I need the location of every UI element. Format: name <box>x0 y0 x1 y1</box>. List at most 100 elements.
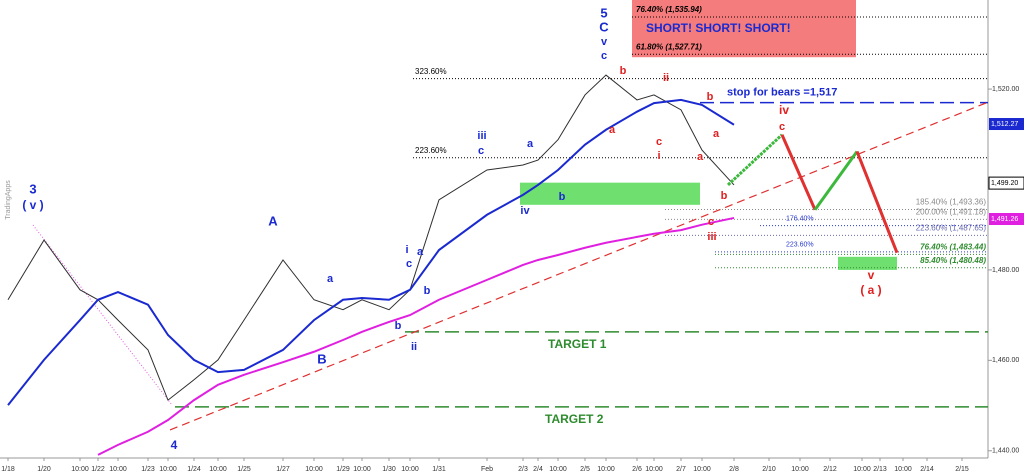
x-tick-label: 1/20 <box>37 466 51 473</box>
wave-label: b <box>424 285 431 297</box>
price-tag-label: 1,491.26 <box>991 216 1018 223</box>
x-tick-label: 10:00 <box>305 466 323 473</box>
series-line <box>7 74 735 401</box>
y-tick-label: 1,440.00 <box>992 448 1019 455</box>
wave-label: ii <box>411 341 417 353</box>
x-tick-label: 2/10 <box>762 466 776 473</box>
wave-label: a <box>327 273 334 285</box>
wave-label: iii <box>707 231 716 243</box>
fib-level-label: 76.40% (1,483.44) <box>920 242 986 251</box>
series-line <box>7 98 735 406</box>
wave-label: 4 <box>171 438 178 452</box>
projection-segment <box>855 150 899 254</box>
x-tick-label: 10:00 <box>853 466 871 473</box>
fib-level-label: 223.60% <box>786 242 814 249</box>
wave-label: A <box>268 213 278 228</box>
wave-label: i <box>405 244 408 256</box>
x-tick-label: 2/4 <box>533 466 543 473</box>
fib-level-label: 200.00% (1,491.18) <box>916 207 987 216</box>
wave-label: b <box>620 65 627 77</box>
x-tick-label: 2/3 <box>518 466 528 473</box>
short-box-text: SHORT! SHORT! SHORT! <box>646 21 791 35</box>
short-box <box>632 0 856 58</box>
fib-level-label: 76.40% (1,535.94) <box>636 5 702 14</box>
fib-level-label: 85.40% (1,480.48) <box>920 256 986 265</box>
level-label: TARGET 2 <box>545 412 604 426</box>
y-tick-label: 1,460.00 <box>992 357 1019 364</box>
price-tag-label: 1,499.20 <box>991 180 1018 187</box>
wave-label: 5 <box>600 5 607 20</box>
x-tick-label: 1/22 <box>91 466 105 473</box>
x-tick-label: 10:00 <box>401 466 419 473</box>
x-tick-label: 2/6 <box>632 466 642 473</box>
x-tick-label: Feb <box>481 466 493 473</box>
x-tick-label: 2/12 <box>823 466 837 473</box>
fib-level-label: 223.60% <box>415 146 447 155</box>
fib-level-label: 223.60% (1,487.65) <box>916 223 987 232</box>
price-tag-label: 1,512.27 <box>991 121 1018 128</box>
x-tick-label: 1/25 <box>237 466 251 473</box>
wave-label: ( a ) <box>860 283 881 297</box>
x-tick-label: 1/31 <box>432 466 446 473</box>
fib-level-label: 185.40% (1,493.36) <box>916 198 987 207</box>
x-tick-label: 1/23 <box>141 466 155 473</box>
wave-label: iii <box>477 130 486 142</box>
wave-label: a <box>417 246 424 258</box>
projection-segment <box>780 134 817 211</box>
fib-level-label: 176.40% <box>786 215 814 222</box>
y-tick-label: 1,520.00 <box>992 86 1019 93</box>
wave-label: v <box>868 268 875 282</box>
x-tick-label: 10:00 <box>894 466 912 473</box>
x-tick-label: 2/15 <box>955 466 969 473</box>
target-zone <box>520 182 700 205</box>
wave-label: a <box>713 128 720 140</box>
fib-level-label: 61.80% (1,527.71) <box>636 42 702 51</box>
x-tick-label: 2/14 <box>920 466 934 473</box>
x-tick-label: 1/18 <box>1 466 15 473</box>
x-tick-label: 10:00 <box>109 466 127 473</box>
price-tag <box>989 118 1024 131</box>
x-tick-label: 1/29 <box>336 466 350 473</box>
wave-label: C <box>599 19 609 34</box>
y-tick-label: 1,480.00 <box>992 267 1019 274</box>
x-tick-label: 1/27 <box>276 466 290 473</box>
wave-label: iv <box>520 205 530 217</box>
wave-label: a <box>527 138 534 150</box>
wave-label: c <box>601 50 607 62</box>
wave-label: b <box>395 320 402 332</box>
wave-label: B <box>317 351 326 366</box>
projection-segment <box>813 150 859 211</box>
x-tick-label: 1/24 <box>187 466 201 473</box>
wave-label: c <box>656 136 662 148</box>
x-tick-label: 10:00 <box>549 466 567 473</box>
wave-label: a <box>697 151 704 163</box>
wave-label: ( v ) <box>22 198 43 212</box>
level-label: stop for bears =1,517 <box>727 87 837 99</box>
wave-label: iv <box>779 103 789 117</box>
projection-segment <box>726 133 784 187</box>
x-tick-label: 10:00 <box>159 466 177 473</box>
wave-label: a <box>609 124 616 136</box>
x-tick-label: 10:00 <box>597 466 615 473</box>
level-label: TARGET 1 <box>548 337 607 351</box>
x-tick-label: 2/5 <box>580 466 590 473</box>
wave-label: b <box>707 91 714 103</box>
x-tick-label: 10:00 <box>693 466 711 473</box>
x-tick-label: 10:00 <box>353 466 371 473</box>
price-tag <box>988 176 1024 190</box>
wave-label: c <box>708 216 714 228</box>
wave-label: c <box>406 258 412 270</box>
x-tick-label: 10:00 <box>791 466 809 473</box>
wave-label: i <box>657 150 660 162</box>
wave-label: ii <box>663 72 669 84</box>
wave-label: b <box>721 190 728 202</box>
watermark: TradingApps <box>5 180 12 220</box>
wave-label: 3 <box>29 181 36 196</box>
x-tick-label: 10:00 <box>209 466 227 473</box>
x-tick-label: 2/8 <box>729 466 739 473</box>
price-tag <box>989 213 1024 226</box>
x-tick-label: 10:00 <box>645 466 663 473</box>
series-line <box>97 216 735 456</box>
